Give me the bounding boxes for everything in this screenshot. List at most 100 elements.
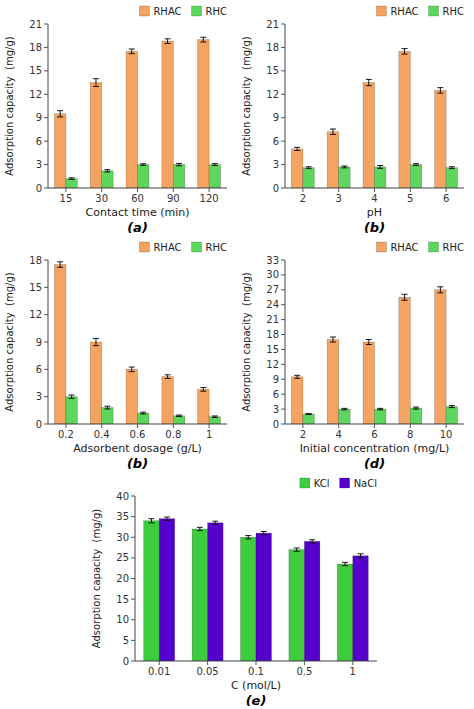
error-bar (197, 527, 203, 530)
error-bar (104, 406, 110, 409)
error-bar (341, 166, 347, 168)
error-bar (366, 340, 372, 345)
legend-swatch (429, 242, 439, 252)
y-tick (281, 70, 285, 71)
y-tick (281, 349, 285, 350)
y-tick (281, 409, 285, 410)
x-tick-label: 6 (443, 193, 449, 204)
y-tick-label: 18 (29, 255, 42, 266)
bar (446, 407, 457, 424)
subtitle: (b) (364, 220, 385, 235)
bar (66, 179, 77, 188)
y-tick (131, 619, 135, 620)
x-tick-label: 0.05 (196, 666, 218, 677)
bar (375, 409, 386, 424)
error-bar (294, 147, 300, 150)
y-tick (44, 396, 48, 397)
bar (208, 523, 223, 661)
x-tick-label: 5 (407, 193, 413, 204)
x-tick (65, 188, 66, 192)
plot-area (54, 37, 220, 188)
figure: 03691215182115306090120Contact time (min… (0, 0, 474, 709)
legend-swatch (429, 6, 439, 16)
y-tick (44, 314, 48, 315)
subtitle: (e) (246, 693, 267, 708)
plot-area (291, 287, 457, 424)
error-bar (306, 413, 312, 415)
y-axis (285, 260, 286, 424)
error-bar (164, 517, 170, 520)
y-tick-label: 12 (266, 359, 279, 370)
error-bar (93, 338, 99, 345)
x-tick (101, 424, 102, 428)
x-tick-label: 0.1 (248, 666, 264, 677)
legend-swatch (376, 242, 386, 252)
bar (198, 40, 209, 188)
y-tick-label: 25 (116, 552, 129, 563)
error-bar (261, 531, 267, 534)
bar (102, 408, 113, 424)
error-bar (402, 294, 408, 300)
y-tick-label: 0 (123, 656, 129, 667)
y-tick-label: 10 (116, 614, 129, 625)
error-bar (129, 49, 135, 54)
error-bar (212, 416, 218, 417)
y-axis (48, 24, 49, 188)
y-tick (44, 424, 48, 425)
y-tick (281, 164, 285, 165)
y-axis-label: Adsorption capacity (mg/g) (4, 36, 15, 175)
y-tick-label: 6 (36, 136, 42, 147)
y-tick-label: 6 (273, 136, 279, 147)
y-tick-label: 30 (116, 532, 129, 543)
y-tick-label: 12 (266, 89, 279, 100)
y-tick (44, 287, 48, 288)
y-axis-label: Adsorption capacity (mg/g) (241, 272, 252, 411)
bar (90, 83, 101, 188)
subtitle: (d) (364, 456, 385, 471)
y-tick-label: 33 (266, 255, 279, 266)
legend-swatch (340, 478, 350, 488)
x-tick (302, 188, 303, 192)
error-bar (212, 521, 218, 524)
y-tick-label: 0 (273, 183, 279, 194)
y-axis (285, 24, 286, 188)
x-tick (352, 661, 353, 665)
x-tick (137, 424, 138, 428)
y-tick (281, 289, 285, 290)
x-tick-label: 0.8 (165, 429, 181, 440)
y-tick-label: 5 (123, 635, 129, 646)
x-tick (137, 188, 138, 192)
x-tick (410, 188, 411, 192)
bar (54, 114, 65, 188)
bar (198, 389, 209, 424)
legend-label: RHC (443, 242, 464, 253)
y-tick (131, 496, 135, 497)
x-tick-label: 2 (300, 193, 306, 204)
bar (138, 413, 149, 424)
bar (126, 51, 137, 188)
y-tick (44, 47, 48, 48)
bar (241, 537, 256, 661)
error-bar (341, 408, 347, 409)
legend-label: RHAC (153, 6, 181, 17)
y-tick (44, 70, 48, 71)
y-tick (281, 379, 285, 380)
error-bar (413, 164, 419, 166)
bar (256, 533, 271, 661)
error-bar (212, 164, 218, 166)
bar (66, 397, 77, 424)
y-tick (281, 260, 285, 261)
legend: KClNaCl (300, 478, 377, 489)
bar (327, 340, 338, 424)
legend-label: NaCl (354, 478, 377, 489)
y-tick-label: 6 (273, 389, 279, 400)
bar (337, 564, 352, 661)
legend-swatch (192, 6, 202, 16)
bar (209, 165, 220, 188)
bar (353, 556, 368, 661)
x-tick-label: 0.2 (58, 429, 74, 440)
plot-area (291, 49, 457, 188)
x-tick (304, 661, 305, 665)
panel: 03691215182123456pH(b)Adsorption capacit… (241, 6, 464, 235)
legend: RHACRHC (139, 6, 227, 17)
